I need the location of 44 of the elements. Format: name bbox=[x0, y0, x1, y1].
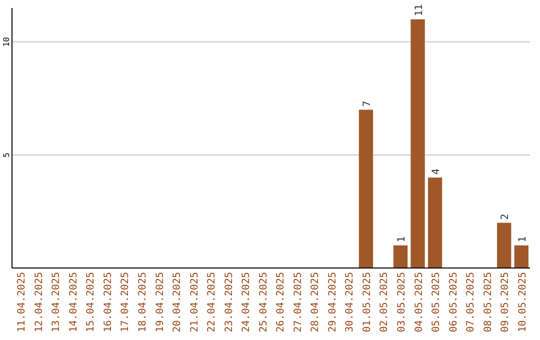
data-label: 4 bbox=[431, 168, 442, 175]
x-tick-label: 07.05.2025 bbox=[466, 272, 477, 332]
x-tick-label: 06.05.2025 bbox=[448, 272, 460, 332]
data-label: 7 bbox=[362, 100, 373, 107]
data-label: 11 bbox=[414, 4, 425, 16]
x-tick-label: 09.05.2025 bbox=[500, 272, 512, 332]
x-tick-label: 15.04.2025 bbox=[86, 272, 97, 332]
x-tick-label: 29.04.2025 bbox=[327, 272, 338, 332]
x-tick-label: 01.05.2025 bbox=[362, 272, 373, 332]
x-tick-label: 25.04.2025 bbox=[258, 272, 270, 332]
x-tick-label: 03.05.2025 bbox=[396, 272, 408, 332]
x-tick-label: 05.05.2025 bbox=[431, 272, 442, 332]
x-tick-label: 30.04.2025 bbox=[344, 272, 356, 332]
bar bbox=[428, 178, 442, 268]
data-label: 1 bbox=[396, 236, 408, 242]
y-tick-label: 5 bbox=[2, 152, 11, 158]
x-tick-label: 10.05.2025 bbox=[517, 272, 528, 332]
x-tick-label: 14.04.2025 bbox=[68, 272, 80, 332]
data-label: 2 bbox=[500, 214, 512, 220]
x-tick-label: 12.04.2025 bbox=[34, 272, 45, 332]
x-tick-label: 19.04.2025 bbox=[154, 272, 166, 332]
x-tick-label: 21.04.2025 bbox=[189, 272, 200, 332]
x-tick-label: 08.05.2025 bbox=[482, 272, 494, 332]
x-tick-label: 22.04.2025 bbox=[206, 272, 218, 332]
bar bbox=[497, 222, 512, 268]
bar bbox=[514, 245, 528, 268]
x-tick-label: 23.04.2025 bbox=[224, 272, 235, 332]
x-tick-label: 02.05.2025 bbox=[379, 272, 390, 332]
x-tick-label: 24.04.2025 bbox=[241, 272, 252, 332]
x-tick-label: 11.04.2025 bbox=[16, 272, 28, 332]
x-tick-label: 16.04.2025 bbox=[102, 272, 114, 332]
bar bbox=[410, 19, 425, 268]
x-tick-label: 26.04.2025 bbox=[276, 272, 287, 332]
x-tick-label: 18.04.2025 bbox=[138, 272, 148, 332]
x-tick-label: 17.04.2025 bbox=[120, 272, 132, 332]
bar bbox=[393, 245, 408, 268]
y-tick-label: 10 bbox=[2, 36, 11, 47]
x-tick-label: 04.05.2025 bbox=[414, 272, 425, 332]
x-tick-label: 28.04.2025 bbox=[310, 272, 322, 332]
x-tick-label: 13.04.2025 bbox=[51, 272, 62, 332]
data-label: 1 bbox=[517, 236, 528, 242]
x-tick-label: 27.04.2025 bbox=[292, 272, 304, 332]
bar bbox=[358, 110, 374, 268]
x-tick-label: 20.04.2025 bbox=[172, 272, 184, 332]
